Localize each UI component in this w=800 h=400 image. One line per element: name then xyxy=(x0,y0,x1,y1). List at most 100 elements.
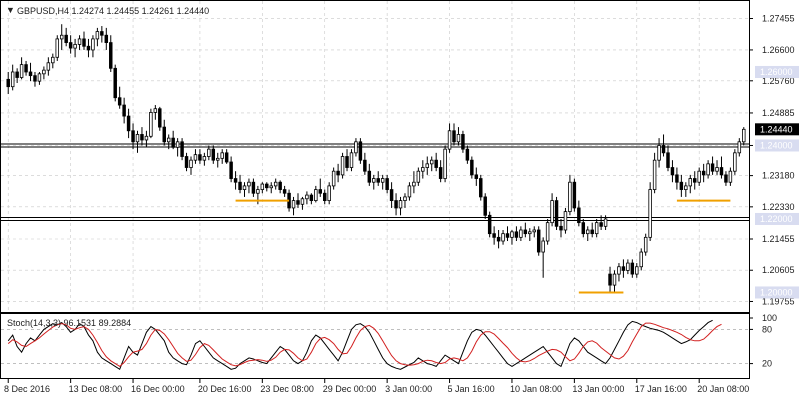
candles xyxy=(6,24,746,293)
candle-body xyxy=(309,194,314,201)
candle-body xyxy=(438,167,443,179)
candle-body xyxy=(487,214,492,235)
candle-body xyxy=(532,229,536,233)
candle-body xyxy=(429,159,434,165)
time-tick-label: 5 Jan 16:00 xyxy=(448,384,495,394)
candle-body xyxy=(77,38,82,45)
candle-body xyxy=(412,181,416,187)
time-tick-label: 3 Jan 00:00 xyxy=(385,384,432,394)
candle-body xyxy=(514,231,519,238)
candle-body xyxy=(82,38,86,47)
candle-body xyxy=(171,137,175,148)
candle-body xyxy=(479,178,483,198)
candle-body xyxy=(68,42,73,49)
candle-body xyxy=(247,181,251,187)
candle-body xyxy=(331,170,336,187)
candle-body xyxy=(635,266,639,275)
candle-body xyxy=(180,141,184,157)
candle-body xyxy=(621,266,626,271)
candle-body xyxy=(403,196,407,201)
candle-body xyxy=(572,181,577,209)
candle-body xyxy=(291,200,296,209)
stoch-lines xyxy=(7,319,722,371)
candle-body xyxy=(327,185,331,201)
time-tick-label: 16 Dec 00:00 xyxy=(131,384,185,394)
candle-body xyxy=(229,161,233,179)
candle-body xyxy=(483,196,487,216)
candle-body xyxy=(305,194,309,200)
candle-body xyxy=(425,163,430,168)
candle-body xyxy=(666,152,670,168)
stoch-tick-label: 80 xyxy=(762,324,772,334)
candle-body xyxy=(224,152,229,163)
candle-body xyxy=(162,126,166,143)
candle-body xyxy=(216,157,220,161)
candle-body xyxy=(184,156,189,168)
time-tick-label: 10 Jan 08:00 xyxy=(510,384,562,394)
candle-body xyxy=(599,222,603,227)
candle-body xyxy=(724,174,728,183)
stoch-series-line xyxy=(7,322,722,368)
candle-body xyxy=(37,73,42,82)
candle-body xyxy=(737,141,742,154)
candle-body xyxy=(207,148,211,157)
candle-body xyxy=(6,78,10,88)
candle-body xyxy=(166,137,171,143)
price-grid xyxy=(1,1,749,312)
candle-body xyxy=(220,152,224,159)
candle-body xyxy=(349,152,354,168)
chart-title: GBPUSD,H4 1.24274 1.24455 1.24261 1.2444… xyxy=(17,6,209,16)
price-tick-label: 1.27455 xyxy=(762,14,795,24)
horizontal-levels xyxy=(1,143,749,221)
candle-body xyxy=(675,174,679,183)
candle-body xyxy=(367,170,372,183)
candle-body xyxy=(46,62,51,71)
time-tick-label: 17 Jan 16:00 xyxy=(635,384,687,394)
price-tick-label: 1.19755 xyxy=(762,296,795,306)
price-tick-label: 1.26600 xyxy=(762,45,795,55)
candle-body xyxy=(242,185,247,190)
candle-body xyxy=(354,141,358,154)
candle-body xyxy=(648,189,652,238)
candle-body xyxy=(104,34,109,43)
price-tick-label: 1.24885 xyxy=(762,108,795,118)
candle-body xyxy=(710,163,715,172)
candle-body xyxy=(189,159,193,168)
candle-body xyxy=(91,38,95,51)
candle-body xyxy=(10,71,15,88)
candle-body xyxy=(314,189,318,201)
candle-body xyxy=(470,159,474,176)
candle-body xyxy=(742,128,746,143)
time-tick-label: 20 Jan 08:00 xyxy=(697,384,749,394)
candle-body xyxy=(421,167,425,172)
time-tick-label: 13 Jan 00:00 xyxy=(572,384,624,394)
time-axis: 8 Dec 2016 13 Dec 08:00 16 Dec 00:00 20 Dec… xyxy=(4,379,749,394)
candle-body xyxy=(456,134,461,143)
candle-body xyxy=(358,141,363,161)
candle-body xyxy=(706,163,710,176)
candle-body xyxy=(510,231,514,238)
candle-body xyxy=(617,266,621,275)
support-marks xyxy=(235,199,731,294)
candle-body xyxy=(407,185,412,198)
candle-body xyxy=(550,200,554,224)
candle-body xyxy=(211,148,216,161)
candle-body xyxy=(260,183,265,190)
stoch-panel-frame xyxy=(0,313,750,379)
candle-body xyxy=(643,236,648,253)
candle-body xyxy=(652,159,657,190)
candle-body xyxy=(28,71,33,77)
candle-body xyxy=(135,134,140,143)
candle-body xyxy=(728,170,733,183)
candle-body xyxy=(603,218,608,227)
candle-body xyxy=(697,170,701,183)
candle-body xyxy=(198,154,202,161)
candle-body xyxy=(131,130,135,143)
price-tick-label: 1.23180 xyxy=(762,171,795,181)
candle-body xyxy=(679,181,684,190)
candle-body xyxy=(733,152,737,172)
candle-body xyxy=(492,233,496,238)
candle-body xyxy=(612,273,617,286)
candle-body xyxy=(149,112,153,137)
level-price-label-bg xyxy=(755,65,799,78)
